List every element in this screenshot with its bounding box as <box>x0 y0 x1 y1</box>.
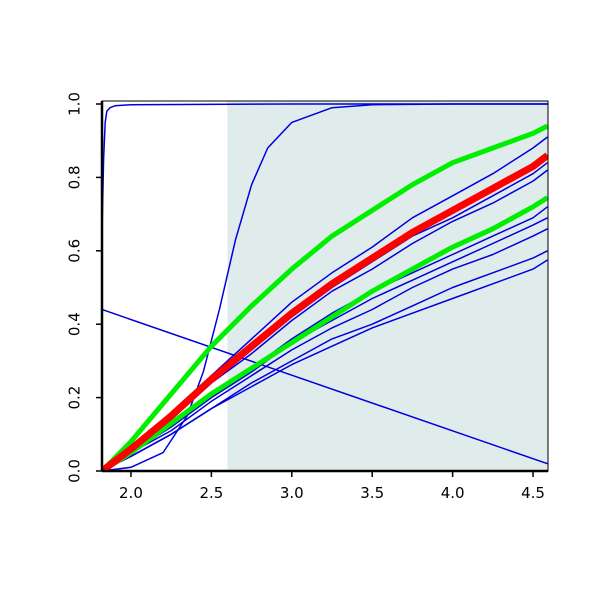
curve <box>102 217 548 471</box>
plot-area <box>102 103 548 471</box>
y-tick-label: 0.8 <box>66 165 84 189</box>
y-tick-label: 1.0 <box>66 92 84 116</box>
curve <box>102 123 548 471</box>
x-tick-label: 4.0 <box>441 484 465 502</box>
y-tick-label: 0.2 <box>66 386 84 410</box>
x-tick-label: 2.0 <box>119 484 143 502</box>
curve <box>102 228 548 471</box>
curve <box>102 103 548 471</box>
curve <box>102 103 548 233</box>
highlight-region <box>227 101 548 471</box>
y-tick-label: 0.0 <box>66 459 84 483</box>
curve <box>102 195 548 471</box>
curve <box>102 152 548 471</box>
x-tick-label: 3.0 <box>280 484 304 502</box>
x-tick-label: 2.5 <box>199 484 223 502</box>
x-tick-label: 4.5 <box>521 484 545 502</box>
curve <box>102 259 548 471</box>
x-tick-label: 3.5 <box>360 484 384 502</box>
y-tick-label: 0.4 <box>66 312 84 336</box>
y-tick-label: 0.6 <box>66 239 84 263</box>
curve <box>102 308 548 465</box>
